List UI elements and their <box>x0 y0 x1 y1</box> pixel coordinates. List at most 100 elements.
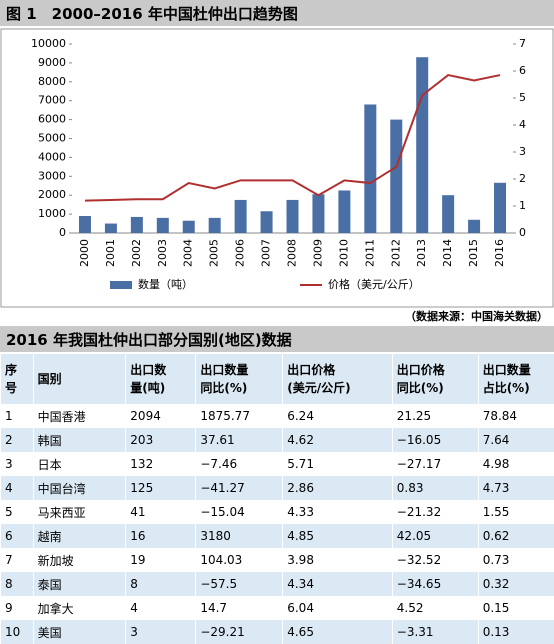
table-cell: 203 <box>126 428 196 452</box>
legend-swatch <box>110 281 132 289</box>
table-cell: 4 <box>126 596 196 620</box>
table-cell: 3.98 <box>283 548 393 572</box>
y2-tick-label: 4 <box>519 118 526 131</box>
y-tick-label: 8000 <box>38 75 66 88</box>
bar <box>494 183 506 233</box>
table-cell: 韩国 <box>33 428 126 452</box>
table-cell: 3180 <box>196 524 283 548</box>
table-cell: 2.86 <box>283 476 393 500</box>
x-tick-label: 2006 <box>234 239 247 267</box>
y-tick-label: 2000 <box>38 188 66 201</box>
table-cell: 6.24 <box>283 404 393 428</box>
table-cell: 16 <box>126 524 196 548</box>
table-cell: −16.05 <box>392 428 478 452</box>
table-cell: 加拿大 <box>33 596 126 620</box>
table-cell: 4.85 <box>283 524 393 548</box>
data-table: 序号国别出口数量(吨)出口数量同比(%)出口价格(美元/公斤)出口价格同比(%)… <box>0 354 554 644</box>
table-cell: 中国香港 <box>33 404 126 428</box>
table-cell: 出口数量同比(%) <box>196 354 283 404</box>
table-cell: 3 <box>126 620 196 644</box>
table-cell: 42.05 <box>392 524 478 548</box>
table-cell: 0.73 <box>478 548 554 572</box>
y2-tick-label: 3 <box>519 145 526 158</box>
table-cell: 1 <box>1 404 34 428</box>
y-tick-label: 4000 <box>38 150 66 163</box>
header-text: 同比(%) <box>397 379 474 397</box>
table-cell: 1.55 <box>478 500 554 524</box>
bar <box>442 195 454 233</box>
y2-tick-label: 5 <box>519 91 526 104</box>
chart: 0100020003000400050006000700080009000100… <box>0 28 554 308</box>
header-text: (美元/公斤) <box>287 379 388 397</box>
table-cell: −34.65 <box>392 572 478 596</box>
bar <box>468 220 480 233</box>
x-tick-label: 2015 <box>467 239 480 267</box>
table-cell: 4.73 <box>478 476 554 500</box>
bar <box>105 224 117 233</box>
x-tick-label: 2005 <box>208 239 221 267</box>
y-tick-label: 9000 <box>38 56 66 69</box>
y2-tick-label: 0 <box>519 226 526 239</box>
table-cell: 6.04 <box>283 596 393 620</box>
table-cell: −27.17 <box>392 452 478 476</box>
table-cell: 6 <box>1 524 34 548</box>
table-cell: 10 <box>1 620 34 644</box>
x-tick-label: 2001 <box>104 239 117 267</box>
table-cell: −41.27 <box>196 476 283 500</box>
bar <box>338 190 350 233</box>
table-cell: 出口价格同比(%) <box>392 354 478 404</box>
table-cell: 中国台湾 <box>33 476 126 500</box>
table-cell: 5.71 <box>283 452 393 476</box>
table-cell: 3 <box>1 452 34 476</box>
table-cell: 21.25 <box>392 404 478 428</box>
table-cell: 国别 <box>33 354 126 404</box>
bar <box>261 211 273 233</box>
table-cell: 4.34 <box>283 572 393 596</box>
x-tick-label: 2011 <box>363 239 376 267</box>
table-cell: 出口价格(美元/公斤) <box>283 354 393 404</box>
table-cell: 4.98 <box>478 452 554 476</box>
x-tick-label: 2012 <box>389 239 402 267</box>
table-cell: 2094 <box>126 404 196 428</box>
bar <box>157 218 169 233</box>
x-tick-label: 2016 <box>493 239 506 267</box>
table-cell: 2 <box>1 428 34 452</box>
table-cell: 出口数量占比(%) <box>478 354 554 404</box>
x-tick-label: 2010 <box>337 239 350 267</box>
table-cell: 序号 <box>1 354 34 404</box>
table-cell: 132 <box>126 452 196 476</box>
bar <box>416 57 428 233</box>
x-tick-label: 2009 <box>311 239 324 267</box>
header-row: 序号国别出口数量(吨)出口数量同比(%)出口价格(美元/公斤)出口价格同比(%)… <box>1 354 554 404</box>
header-text: 占比(%) <box>483 379 550 397</box>
table-cell: 8 <box>1 572 34 596</box>
x-tick-label: 2002 <box>130 239 143 267</box>
bar <box>312 194 324 233</box>
table-cell: 4.65 <box>283 620 393 644</box>
table-cell: 7.64 <box>478 428 554 452</box>
table-cell: 4.62 <box>283 428 393 452</box>
y-tick-label: 0 <box>59 226 66 239</box>
y-tick-label: 6000 <box>38 113 66 126</box>
bar <box>131 217 143 233</box>
header-text: 国别 <box>38 370 122 388</box>
y2-tick-label: 2 <box>519 172 526 185</box>
header-text: 同比(%) <box>200 379 278 397</box>
y2-tick-label: 1 <box>519 199 526 212</box>
source: （数据来源：中国海关数据） <box>0 308 554 326</box>
table-cell: 1875.77 <box>196 404 283 428</box>
header-text: 出口数 <box>130 361 191 379</box>
line <box>85 75 500 201</box>
table-cell: −32.52 <box>392 548 478 572</box>
table-cell: 7 <box>1 548 34 572</box>
table-cell: −15.04 <box>196 500 283 524</box>
header-text: 号 <box>5 379 29 397</box>
table-cell: 41 <box>126 500 196 524</box>
